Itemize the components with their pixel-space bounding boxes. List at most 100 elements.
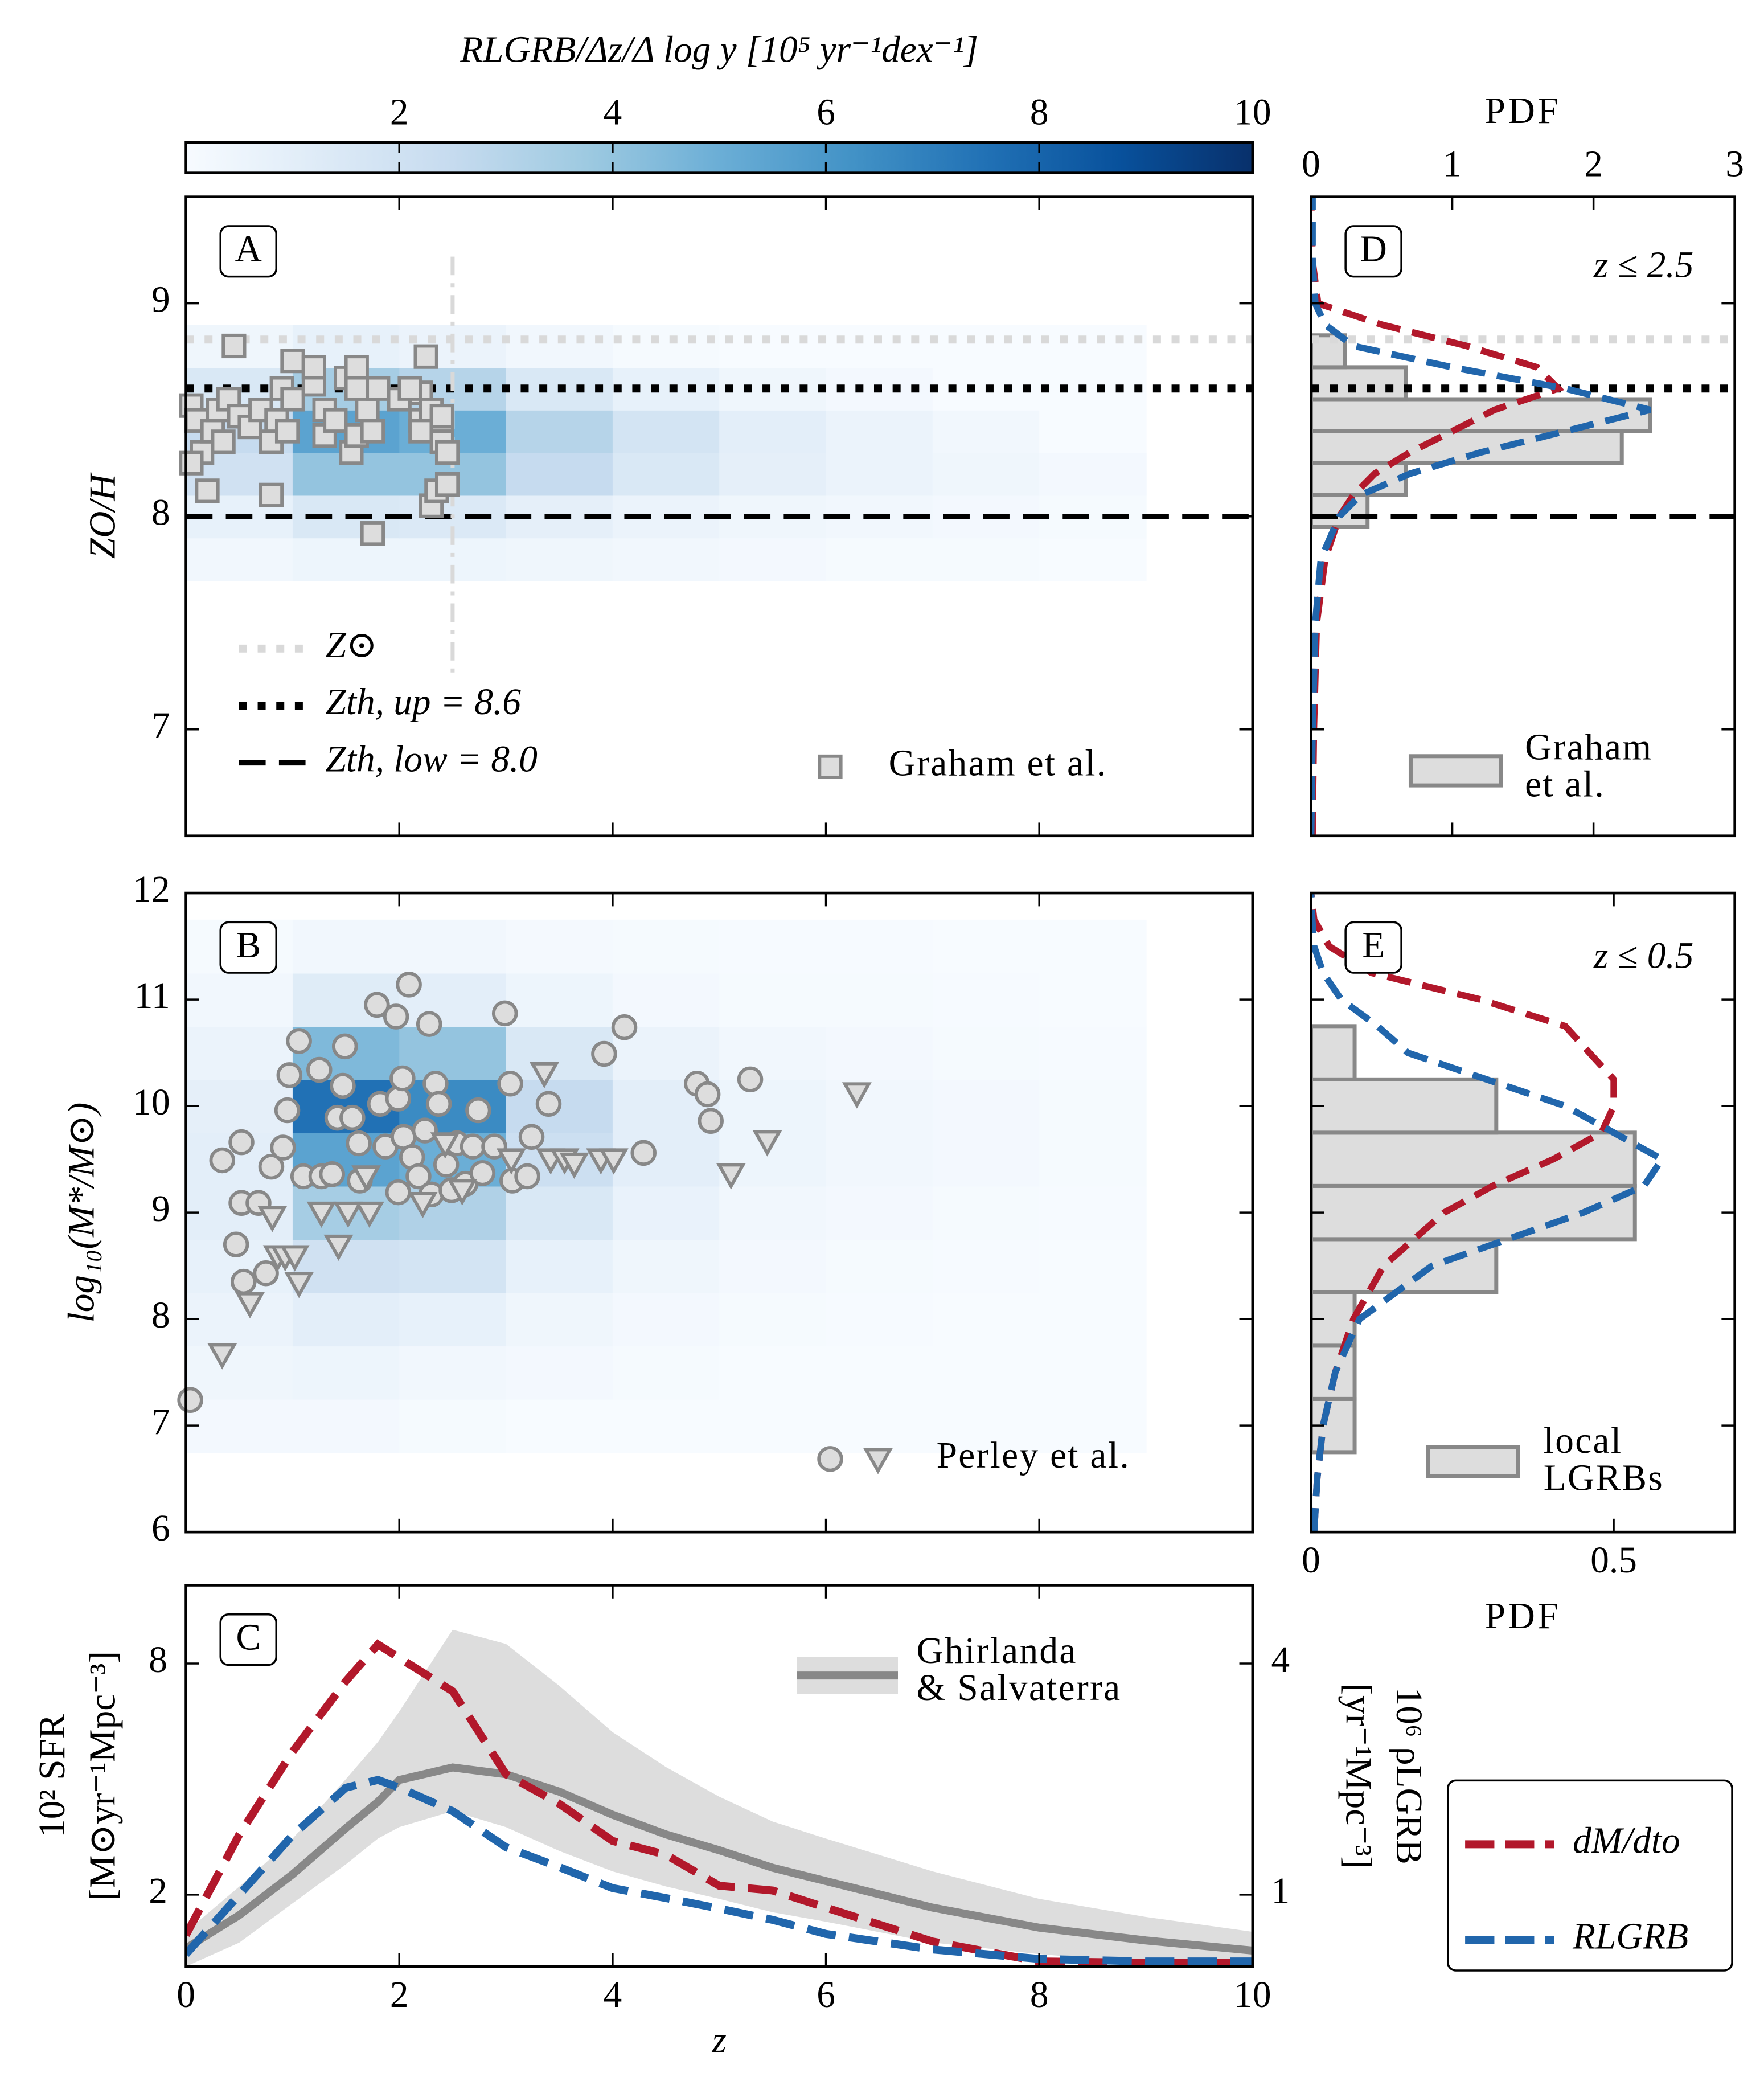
y-tick-label: 8 [149,1640,167,1681]
y-axis-label: log₁₀(M*/M⊙) [61,1103,102,1323]
data-point [257,1206,288,1232]
y-tick-label: 8 [151,1295,170,1336]
heatmap-cell [292,1345,400,1400]
legend-label: Graham [1525,727,1652,768]
heatmap-cell [719,1186,827,1240]
data-point [258,1153,285,1180]
panel-label-box [219,225,277,278]
heatmap-cell [826,1345,934,1400]
heatmap-cell [826,325,934,368]
data-point [209,1147,236,1174]
data-point [280,387,305,412]
data-point [306,1201,337,1228]
data-point [496,1148,526,1175]
data-point [323,1234,354,1261]
x-tick-label: 1 [1443,144,1462,185]
heatmap-cell [506,919,614,974]
heatmap-cell [292,919,400,974]
x-tick-label: 0 [1302,1540,1320,1581]
data-point [591,1040,617,1067]
data-point [817,1446,843,1472]
data-point [330,1072,356,1099]
heatmap-cell [826,1079,934,1134]
axes-frame [184,1584,1254,1968]
heatmap-cell [506,409,614,453]
legend-label: Z⊙ [326,625,378,666]
pdf-curve [1311,893,1667,1533]
data-point [530,1062,559,1089]
heatmap-cell [612,538,720,581]
panel-label-box [1344,225,1402,278]
data-point [179,450,204,476]
heatmap-cell [506,452,614,496]
x-tick-label: 2 [1584,144,1603,185]
x-axis-label: PDF [1485,91,1561,132]
heatmap-cell [1039,1399,1147,1453]
legend-label: Ghirlanda [917,1630,1077,1671]
heatmap-cell [612,1186,720,1240]
legend-label: et al. [1525,764,1605,805]
histogram-bar [1311,461,1408,497]
y-tick-label: 2 [149,1871,167,1912]
data-point [416,1011,442,1037]
heatmap-cell [399,919,507,974]
heatmap-cell [186,1345,294,1400]
data-point [360,521,385,546]
data-point [235,1292,265,1319]
heatmap-cell [1039,367,1147,411]
y-tick-label: 11 [134,976,170,1017]
data-point [389,1065,416,1092]
heatmap-cell [826,973,934,1027]
data-point [385,1179,412,1206]
data-point [413,344,438,369]
heatmap-cell [932,1292,1040,1347]
heatmap-cell [612,452,720,496]
heatmap-cell [826,452,934,496]
panel-label: A [235,229,262,270]
data-point [301,355,326,380]
heatmap-cell [719,973,827,1027]
heatmap-cell [506,538,614,581]
heatmap-cell [1039,1132,1147,1187]
heatmap-cell [399,1239,507,1293]
data-point [228,1129,255,1156]
heatmap-cell [719,452,827,496]
heatmap-cell [826,1186,934,1240]
data-point [630,1140,657,1166]
heatmap-cell [506,1292,614,1347]
heatmap-cell [719,1399,827,1453]
data-point [383,1003,409,1030]
data-point [698,1108,724,1134]
heatmap-cell [826,538,934,581]
x-axis-label: z [712,2019,727,2060]
legend-label: local [1544,1420,1623,1461]
heatmap-cell [292,1239,400,1293]
data-point [259,482,284,507]
heatmap-cell [186,538,294,581]
y2-tick-label: 4 [1271,1640,1290,1681]
heatmap-cell [612,1345,720,1400]
data-point [276,1062,303,1088]
heatmap-cell [932,1132,1040,1187]
data-point [535,1091,562,1117]
data-point [319,1161,345,1187]
data-point [396,972,422,998]
y-tick-label: 7 [151,1402,170,1443]
legend-label: RLGRB [1572,1916,1688,1957]
panel-label: C [236,1617,261,1658]
colorbar-tick-label: 4 [604,92,622,133]
data-point [221,333,247,359]
x-axis-label: PDF [1485,1596,1561,1637]
pdf-curve [1311,196,1651,836]
heatmap-cell [719,1026,827,1080]
axes-frame [1310,891,1737,1534]
heatmap-cell [1039,1345,1147,1400]
colorbar-title: RLGRB/Δz/Δ log y [10⁵ yr⁻¹dex⁻¹] [460,30,978,71]
data-point [195,478,220,503]
data-point [231,1268,257,1295]
heatmap-cell [719,919,827,974]
heatmap-cell [932,973,1040,1027]
heatmap-cell [932,538,1040,581]
legend-label: Graham et al. [889,743,1107,784]
data-point [694,1081,721,1108]
